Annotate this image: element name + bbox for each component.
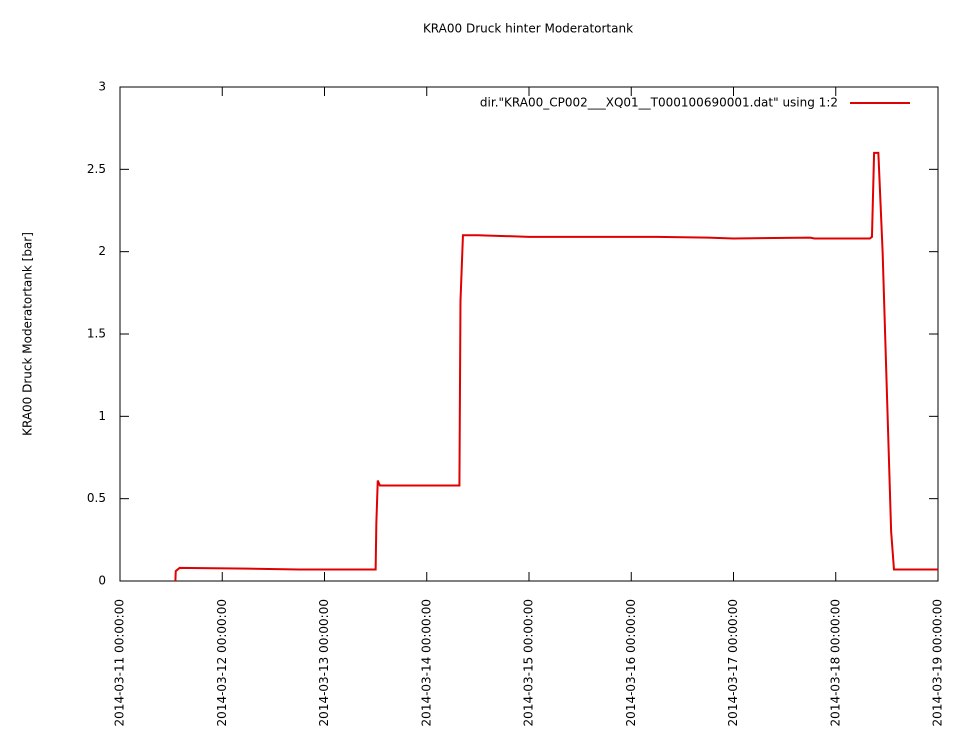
y-tick-label: 0.5 bbox=[87, 491, 106, 505]
y-tick-label: 2 bbox=[98, 244, 106, 258]
x-tick-label: 2014-03-15 00:00:00 bbox=[522, 599, 536, 726]
x-tick-label: 2014-03-13 00:00:00 bbox=[317, 599, 331, 726]
chart-title: KRA00 Druck hinter Moderatortank bbox=[423, 22, 633, 36]
plot-frame bbox=[119, 86, 939, 582]
data-line bbox=[174, 151, 938, 582]
x-tick-label: 2014-03-14 00:00:00 bbox=[419, 599, 433, 726]
x-tick-label: 2014-03-17 00:00:00 bbox=[726, 599, 740, 726]
x-tick-label: 2014-03-12 00:00:00 bbox=[215, 599, 229, 726]
legend-label: dir."KRA00_CP002___XQ01__T000100690001.d… bbox=[480, 96, 838, 110]
y-tick-label: 3 bbox=[98, 80, 106, 94]
y-tick-label: 1.5 bbox=[87, 327, 106, 341]
y-axis-label: KRA00 Druck Moderatortank [bar] bbox=[21, 232, 35, 436]
y-tick-label: 2.5 bbox=[87, 162, 106, 176]
x-tick-label: 2014-03-11 00:00:00 bbox=[113, 599, 127, 726]
x-tick-label: 2014-03-18 00:00:00 bbox=[828, 599, 842, 726]
x-tick-label: 2014-03-19 00:00:00 bbox=[931, 599, 945, 726]
y-tick-label: 1 bbox=[98, 409, 106, 423]
y-tick-label: 0 bbox=[98, 574, 106, 588]
x-tick-label: 2014-03-16 00:00:00 bbox=[624, 599, 638, 726]
